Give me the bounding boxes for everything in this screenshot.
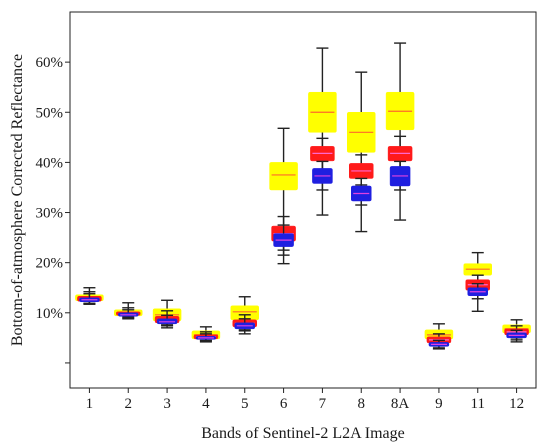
x-tick-label: 7: [319, 396, 327, 412]
x-tick-label: 6: [280, 396, 288, 412]
x-tick-label: 4: [202, 396, 210, 412]
x-axis: 1 2 3 4 5 6 7 8 8A 9 11 12: [86, 388, 524, 412]
series-group: [77, 135, 529, 347]
x-tick-label: 2: [125, 396, 133, 412]
y-tick-label: 50%: [36, 105, 64, 121]
x-tick-label: 12: [509, 396, 524, 412]
x-tick-label: 11: [471, 396, 485, 412]
x-tick-label: 8: [358, 396, 366, 412]
x-tick-label: 3: [163, 396, 171, 412]
y-tick-label: 20%: [36, 256, 64, 272]
box-series: [75, 42, 531, 350]
x-axis-title: Bands of Sentinel-2 L2A Image: [201, 425, 405, 442]
y-tick-label: 10%: [36, 306, 64, 322]
y-axis-title: Bottom-of-atmosphere Corrected Reflectan…: [9, 54, 26, 346]
x-tick-label: 5: [241, 396, 249, 412]
plot-area: 10%20%30%40%50%60% 1 2 3 4 5 6 7 8 8A 9 11 12: [36, 11, 537, 412]
series-group: [75, 42, 531, 350]
x-tick-label: 9: [435, 396, 443, 412]
series-group: [79, 160, 527, 349]
box: [269, 162, 298, 191]
x-tick-label: 1: [86, 396, 94, 412]
y-axis: 10% 20% 30% 40% 50% 60%: [36, 55, 70, 364]
y-tick-label: 30%: [36, 206, 64, 222]
y-tick-label: 60%: [36, 55, 64, 71]
plot-frame: [69, 11, 537, 389]
y-tick-label: 40%: [36, 155, 64, 171]
x-tick-label: 8A: [391, 396, 410, 412]
